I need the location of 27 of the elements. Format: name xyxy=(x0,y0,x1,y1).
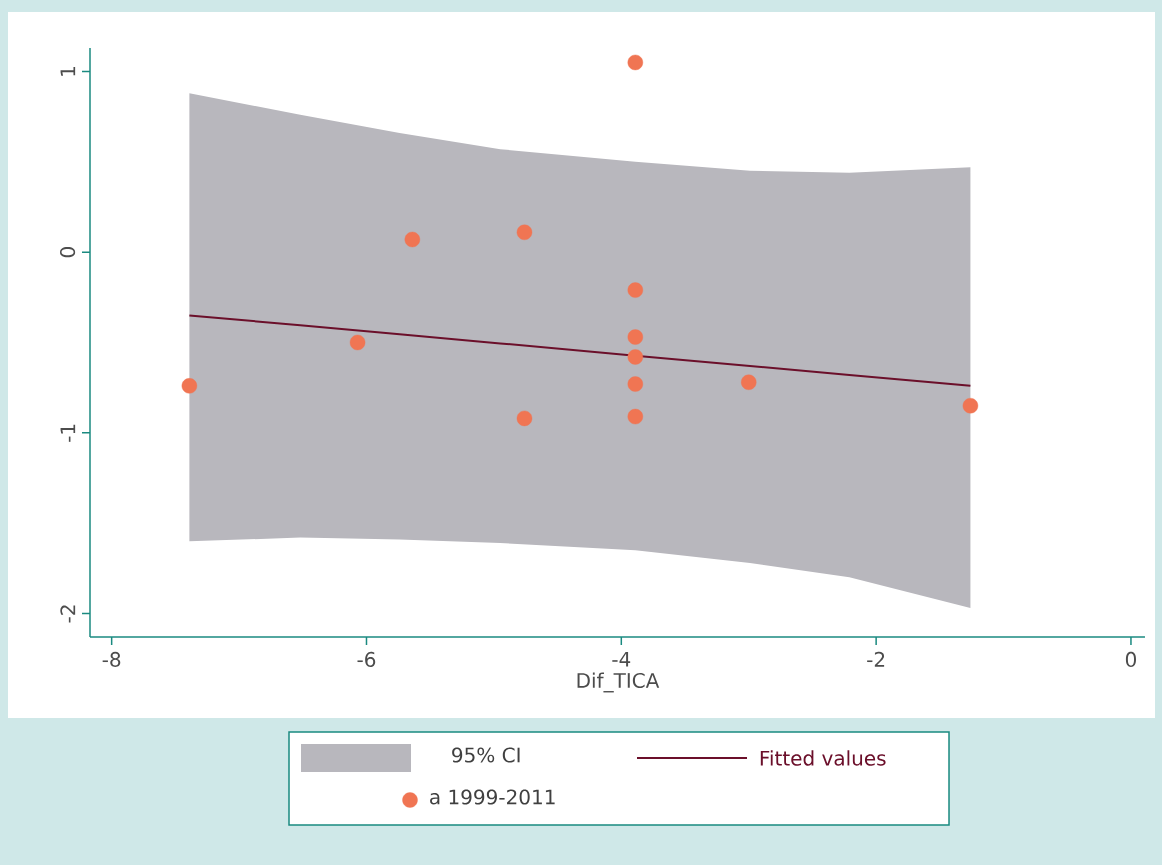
x-tick-label: -4 xyxy=(612,651,631,667)
point xyxy=(516,410,533,427)
legend-label: a 1999-2011 xyxy=(430,789,555,805)
y-tick-label: -2 xyxy=(60,605,76,623)
point xyxy=(627,54,644,71)
x-tick-label: -6 xyxy=(357,651,376,667)
x-tick-label: 0 xyxy=(1125,651,1136,667)
line-series xyxy=(188,314,972,387)
point xyxy=(962,398,979,414)
y-tick-label: 0 xyxy=(60,247,76,258)
point xyxy=(404,231,421,248)
point xyxy=(627,282,644,298)
text: Fitted values xyxy=(760,750,886,766)
point xyxy=(741,374,757,390)
point xyxy=(627,376,644,392)
point xyxy=(349,334,366,351)
point xyxy=(627,329,644,345)
point xyxy=(516,224,533,240)
x-tick-label: -8 xyxy=(102,651,121,667)
point xyxy=(627,349,644,365)
x-tick-label: -2 xyxy=(867,651,885,667)
point xyxy=(181,378,198,394)
y-tick-label: -1 xyxy=(60,424,76,442)
x-axis-title: Dif_TICA xyxy=(577,672,660,693)
point xyxy=(627,408,644,425)
text: 95% CI xyxy=(452,747,520,763)
y-tick-label: 1 xyxy=(60,66,76,76)
